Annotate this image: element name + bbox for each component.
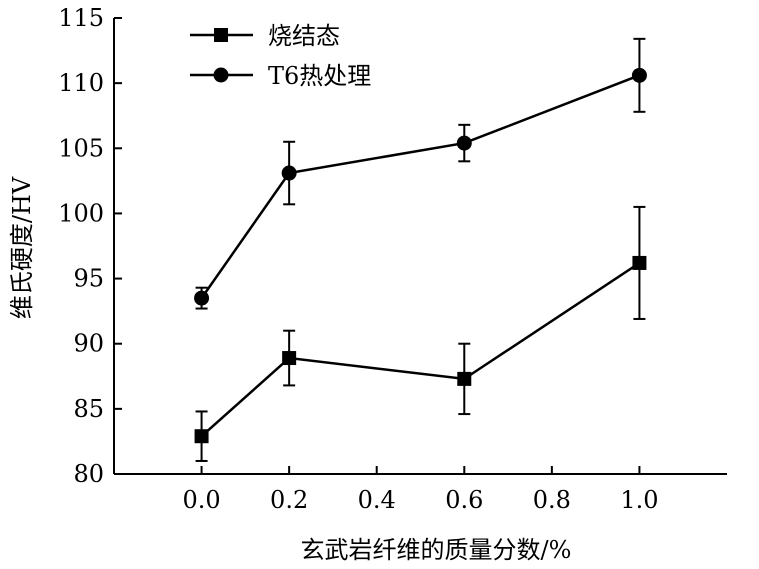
y-axis-ticks: 80 85 90 95 100 105 110 115 (58, 4, 122, 488)
y-tick-label: 90 (73, 330, 104, 358)
data-point (282, 351, 297, 366)
data-point (456, 135, 472, 151)
legend-label: T6热处理 (268, 62, 371, 90)
data-point (281, 165, 297, 181)
x-tick-label: 0.6 (445, 486, 483, 514)
y-tick-label: 80 (73, 460, 104, 488)
x-axis-ticks: 0.0 0.2 0.4 0.6 0.8 1.0 (182, 466, 659, 514)
x-tick-label: 0.2 (270, 486, 308, 514)
series-sintered (194, 205, 647, 462)
x-tick-label: 0.4 (358, 486, 396, 514)
series-line (200, 261, 641, 438)
y-axis-label: 维氏硬度/HV (8, 176, 36, 319)
legend: 烧结态 T6热处理 (190, 22, 371, 90)
legend-circle-marker (213, 67, 229, 83)
y-tick-label: 95 (73, 265, 104, 293)
series-line (200, 74, 640, 299)
data-point (194, 429, 209, 444)
axes (113, 18, 727, 475)
legend-item: T6热处理 (190, 62, 371, 90)
legend-item: 烧结态 (190, 22, 340, 50)
y-tick-label: 100 (58, 199, 104, 227)
plot-area (194, 37, 647, 462)
data-point (631, 67, 647, 83)
x-axis-label: 玄武岩纤维的质量分数/% (301, 536, 572, 564)
x-tick-label: 0.0 (182, 486, 220, 514)
legend-label: 烧结态 (268, 22, 340, 50)
x-tick-label: 0.8 (533, 486, 571, 514)
y-tick-label: 115 (58, 4, 104, 32)
legend-square-marker (214, 28, 228, 42)
series-t6 (194, 37, 647, 310)
y-tick-label: 105 (58, 134, 104, 162)
data-point (194, 290, 210, 306)
data-point (457, 371, 472, 386)
y-tick-label: 85 (73, 395, 104, 423)
y-tick-label: 110 (58, 69, 104, 97)
x-tick-label: 1.0 (620, 486, 658, 514)
data-point (632, 255, 647, 270)
